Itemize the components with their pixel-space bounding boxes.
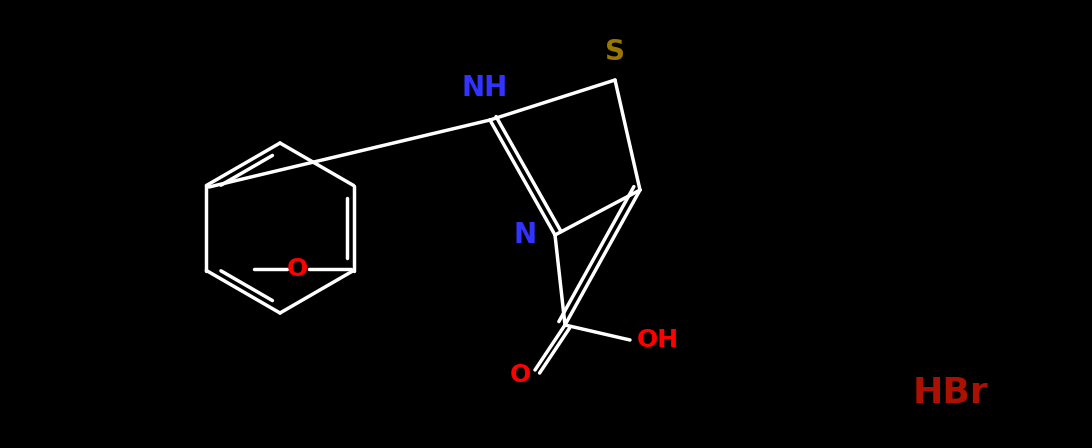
Text: O: O (286, 257, 308, 281)
Text: HBr: HBr (912, 376, 988, 410)
Text: S: S (605, 38, 625, 66)
Text: N: N (513, 221, 536, 249)
Text: OH: OH (637, 328, 679, 352)
Text: O: O (509, 363, 531, 387)
Text: NH: NH (462, 74, 508, 102)
